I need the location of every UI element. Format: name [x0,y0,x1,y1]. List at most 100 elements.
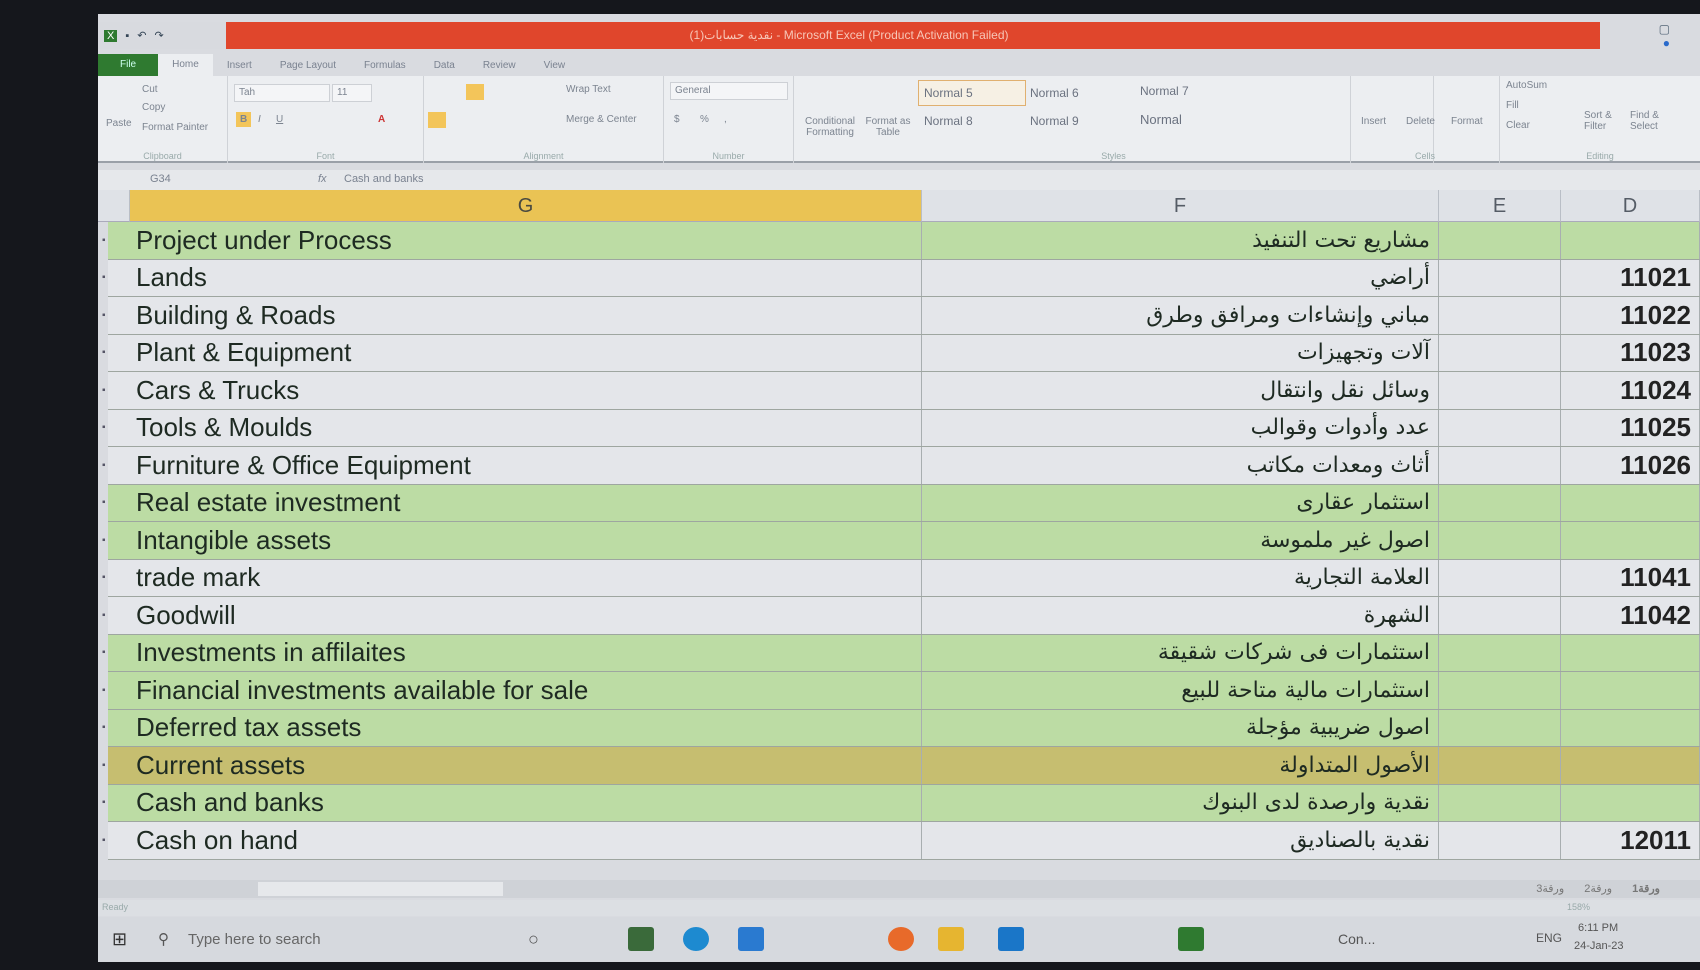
style-normal-6[interactable]: Normal 6 [1030,86,1079,100]
taskbar-search-input[interactable]: Type here to search [188,931,321,948]
cell-account-code[interactable]: 11022 [1561,297,1700,334]
cell-english-name[interactable]: Financial investments available for sale [130,672,922,709]
row-header[interactable]: ▪ [102,422,106,434]
tab-review[interactable]: Review [482,59,516,71]
cell-e[interactable] [1439,259,1561,296]
row-header[interactable]: ▪ [102,759,106,771]
row-header[interactable]: ▪ [102,497,106,509]
percent-button[interactable]: % [700,114,709,125]
row-header[interactable]: ▪ [102,647,106,659]
insert-cells-button[interactable]: Insert [1361,116,1387,127]
cell-arabic-name[interactable]: أثاث ومعدات مكاتب [922,447,1439,484]
delete-cells-button[interactable]: Delete [1406,116,1435,127]
tab-view[interactable]: View [543,59,566,71]
cell-arabic-name[interactable]: الأصول المتداولة [922,747,1439,784]
cell-account-code[interactable] [1561,709,1700,746]
cell-english-name[interactable]: Intangible assets [130,522,922,559]
font-name-select[interactable]: Tah [234,84,330,102]
sheet-tab[interactable]: ورقة2 [1584,883,1613,895]
cell-arabic-name[interactable]: اصول ضريبية مؤجلة [922,709,1439,746]
cell-english-name[interactable]: trade mark [130,559,922,596]
cell-account-code[interactable]: 11021 [1561,259,1700,296]
cell-english-name[interactable]: Lands [130,259,922,296]
file-explorer-icon[interactable] [938,927,964,951]
row-header[interactable]: ▪ [102,272,106,284]
cell-account-code[interactable] [1561,634,1700,671]
row-header[interactable]: ▪ [102,534,106,546]
bold-button[interactable]: B [236,112,252,127]
cell-e[interactable] [1439,747,1561,784]
conditional-formatting-button[interactable]: Conditional Formatting [804,116,856,138]
store-icon[interactable] [738,927,764,951]
cell-e[interactable] [1439,447,1561,484]
cell-arabic-name[interactable]: العلامة التجارية [922,559,1439,596]
cell-english-name[interactable]: Furniture & Office Equipment [130,447,922,484]
cell-arabic-name[interactable]: نقدية بالصناديق [922,822,1439,859]
cell-e[interactable] [1439,372,1561,409]
row-header[interactable]: ▪ [102,722,106,734]
merge-center-button[interactable]: Merge & Center [566,114,637,125]
cell-arabic-name[interactable]: استثمارات فى شركات شقيقة [922,634,1439,671]
tab-formulas[interactable]: Formulas [364,59,406,71]
formula-input[interactable]: Cash and banks [344,173,424,185]
cell-e[interactable] [1439,822,1561,859]
cell-english-name[interactable]: Investments in affilaites [130,634,922,671]
cell-e[interactable] [1439,634,1561,671]
align-left-icon[interactable] [428,112,446,128]
cell-account-code[interactable]: 11024 [1561,372,1700,409]
cut-button[interactable]: Cut [142,84,158,95]
save-icon[interactable]: ▪ [125,29,130,42]
italic-button[interactable]: I [258,114,261,125]
cell-account-code[interactable] [1561,747,1700,784]
tab-page-layout[interactable]: Page Layout [279,59,336,71]
help-icon[interactable]: ● [1662,36,1670,50]
cell-english-name[interactable]: Building & Roads [130,297,922,334]
restore-icon[interactable]: ▢ [1658,22,1670,36]
name-box[interactable]: G34 [150,173,171,185]
underline-button[interactable]: U [276,114,284,125]
cell-arabic-name[interactable]: نقدية وارصدة لدى البنوك [922,784,1439,821]
select-all[interactable] [98,190,130,222]
font-color-icon[interactable]: A [378,114,386,125]
row-header[interactable]: ▪ [102,309,106,321]
format-as-table-button[interactable]: Format as Table [865,116,911,138]
cell-e[interactable] [1439,334,1561,371]
cell-account-code[interactable]: 11023 [1561,334,1700,371]
cell-arabic-name[interactable]: استثمار عقارى [922,484,1439,521]
cortana-icon[interactable]: ○ [528,929,539,949]
cell-english-name[interactable]: Goodwill [130,597,922,634]
paste-button[interactable]: Paste [106,118,132,129]
cell-account-code[interactable] [1561,484,1700,521]
align-middle-icon[interactable] [466,84,484,100]
clock-date[interactable]: 24-Jan-23 [1574,940,1624,952]
tab-file[interactable]: File [98,54,159,76]
copy-button[interactable]: Copy [142,102,166,113]
cell-account-code[interactable] [1561,784,1700,821]
minecraft-icon[interactable] [628,927,654,951]
style-normal-7[interactable]: Normal 7 [1140,84,1189,98]
fx-icon[interactable]: fx [318,173,327,185]
row-header[interactable]: ▪ [102,459,106,471]
comma-button[interactable]: , [724,114,727,125]
style-normal-5[interactable]: Normal 5 [924,86,973,100]
cell-account-code[interactable]: 12011 [1561,822,1700,859]
undo-icon[interactable]: ↶ [137,30,147,42]
sort-filter-button[interactable]: Sort & Filter [1584,110,1612,132]
cell-arabic-name[interactable]: عدد وأدوات وقوالب [922,409,1439,446]
font-size-select[interactable]: 11 [332,84,372,102]
sheet-tab[interactable]: ورقة3 [1536,883,1565,895]
cell-e[interactable] [1439,297,1561,334]
row-header[interactable]: ▪ [102,572,106,584]
cell-english-name[interactable]: Cars & Trucks [130,372,922,409]
cell-arabic-name[interactable]: وسائل نقل وانتقال [922,372,1439,409]
cell-e[interactable] [1439,559,1561,596]
cell-arabic-name[interactable]: استثمارات مالية متاحة للبيع [922,672,1439,709]
row-header[interactable]: ▪ [102,234,106,246]
cell-e[interactable] [1439,484,1561,521]
cell-english-name[interactable]: Tools & Moulds [130,409,922,446]
autosum-button[interactable]: AutoSum [1506,80,1548,91]
cell-account-code[interactable]: 11042 [1561,597,1700,634]
cell-e[interactable] [1439,522,1561,559]
style-normal[interactable]: Normal [1140,112,1182,127]
zoom-level[interactable]: 158% [1566,902,1590,912]
